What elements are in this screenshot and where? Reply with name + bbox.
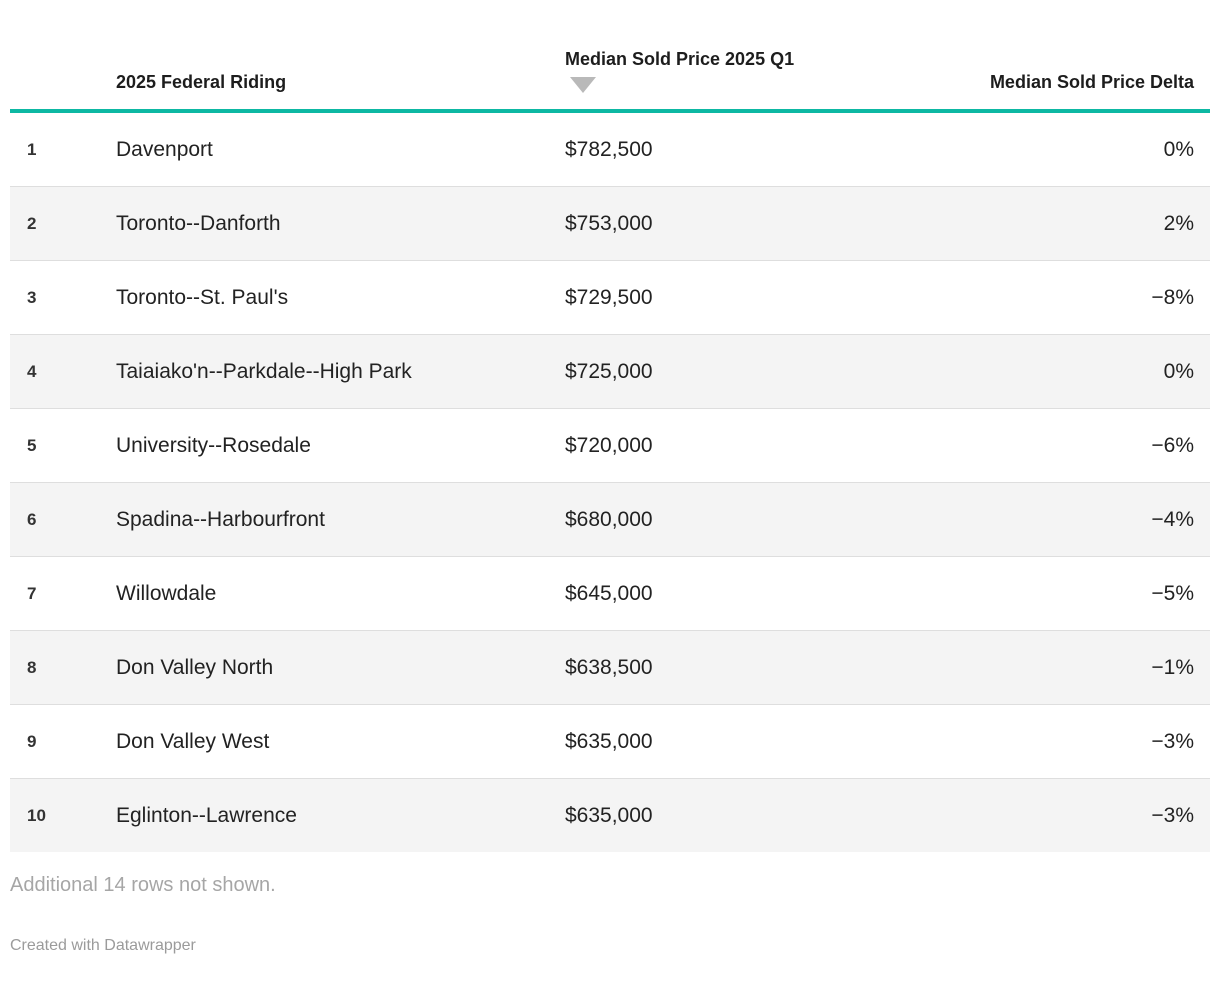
row-delta: −6% bbox=[1151, 433, 1194, 457]
row-riding: Don Valley West bbox=[116, 729, 270, 753]
table-row: 10 Eglinton--Lawrence $635,000 −3% bbox=[10, 778, 1210, 852]
row-delta: 0% bbox=[1163, 359, 1194, 383]
datawrapper-credit: Created with Datawrapper bbox=[10, 937, 196, 954]
row-price: $725,000 bbox=[565, 359, 653, 383]
table-row: 1 Davenport $782,500 0% bbox=[10, 113, 1210, 186]
row-rank: 3 bbox=[27, 287, 37, 307]
column-header-price[interactable]: Median Sold Price 2025 Q1 bbox=[565, 49, 930, 109]
row-delta: −1% bbox=[1151, 655, 1194, 679]
table-row: 5 University--Rosedale $720,000 −6% bbox=[10, 408, 1210, 482]
row-price: $753,000 bbox=[565, 211, 653, 235]
row-delta: −5% bbox=[1151, 581, 1194, 605]
row-rank: 1 bbox=[27, 139, 37, 159]
row-delta: 2% bbox=[1163, 211, 1194, 235]
row-price: $638,500 bbox=[565, 655, 653, 679]
table-row: 7 Willowdale $645,000 −5% bbox=[10, 556, 1210, 630]
row-delta: −3% bbox=[1151, 729, 1194, 753]
row-riding: Davenport bbox=[116, 137, 213, 161]
column-header-price-label: Median Sold Price 2025 Q1 bbox=[565, 49, 795, 70]
row-riding: Toronto--Danforth bbox=[116, 211, 281, 235]
row-price: $680,000 bbox=[565, 507, 653, 531]
row-rank: 5 bbox=[27, 435, 37, 455]
row-price: $645,000 bbox=[565, 581, 653, 605]
row-rank: 8 bbox=[27, 657, 37, 677]
row-price: $720,000 bbox=[565, 433, 653, 457]
table-row: 6 Spadina--Harbourfront $680,000 −4% bbox=[10, 482, 1210, 556]
table-header-row: 2025 Federal Riding Median Sold Price 20… bbox=[10, 0, 1210, 113]
row-riding: Eglinton--Lawrence bbox=[116, 803, 297, 827]
table-row: 4 Taiaiako'n--Parkdale--High Park $725,0… bbox=[10, 334, 1210, 408]
row-riding: Spadina--Harbourfront bbox=[116, 507, 325, 531]
row-price: $729,500 bbox=[565, 285, 653, 309]
column-header-riding[interactable]: 2025 Federal Riding bbox=[116, 72, 287, 93]
table-row: 3 Toronto--St. Paul's $729,500 −8% bbox=[10, 260, 1210, 334]
row-delta: −4% bbox=[1151, 507, 1194, 531]
row-price: $635,000 bbox=[565, 803, 653, 827]
row-riding: Don Valley North bbox=[116, 655, 274, 679]
row-riding: Willowdale bbox=[116, 581, 217, 605]
row-delta: −3% bbox=[1151, 803, 1194, 827]
row-rank: 2 bbox=[27, 213, 37, 233]
table-row: 8 Don Valley North $638,500 −1% bbox=[10, 630, 1210, 704]
row-riding: University--Rosedale bbox=[116, 433, 311, 457]
table-row: 9 Don Valley West $635,000 −3% bbox=[10, 704, 1210, 778]
table-body: 1 Davenport $782,500 0% 2 Toronto--Danfo… bbox=[10, 113, 1210, 852]
row-rank: 10 bbox=[27, 805, 46, 825]
row-rank: 7 bbox=[27, 583, 37, 603]
row-delta: −8% bbox=[1151, 285, 1194, 309]
sort-descending-triangle-icon[interactable] bbox=[570, 77, 596, 93]
row-rank: 6 bbox=[27, 509, 37, 529]
rows-not-shown-note: Additional 14 rows not shown. bbox=[10, 874, 276, 896]
row-delta: 0% bbox=[1163, 137, 1194, 161]
row-riding: Taiaiako'n--Parkdale--High Park bbox=[116, 359, 412, 383]
row-rank: 4 bbox=[27, 361, 37, 381]
datawrapper-table: 2025 Federal Riding Median Sold Price 20… bbox=[10, 0, 1210, 954]
column-header-delta[interactable]: Median Sold Price Delta bbox=[989, 72, 1194, 93]
table-row: 2 Toronto--Danforth $753,000 2% bbox=[10, 186, 1210, 260]
column-header-rank bbox=[10, 93, 116, 109]
row-riding: Toronto--St. Paul's bbox=[116, 285, 289, 309]
row-price: $782,500 bbox=[565, 137, 653, 161]
row-price: $635,000 bbox=[565, 729, 653, 753]
row-rank: 9 bbox=[27, 731, 37, 751]
